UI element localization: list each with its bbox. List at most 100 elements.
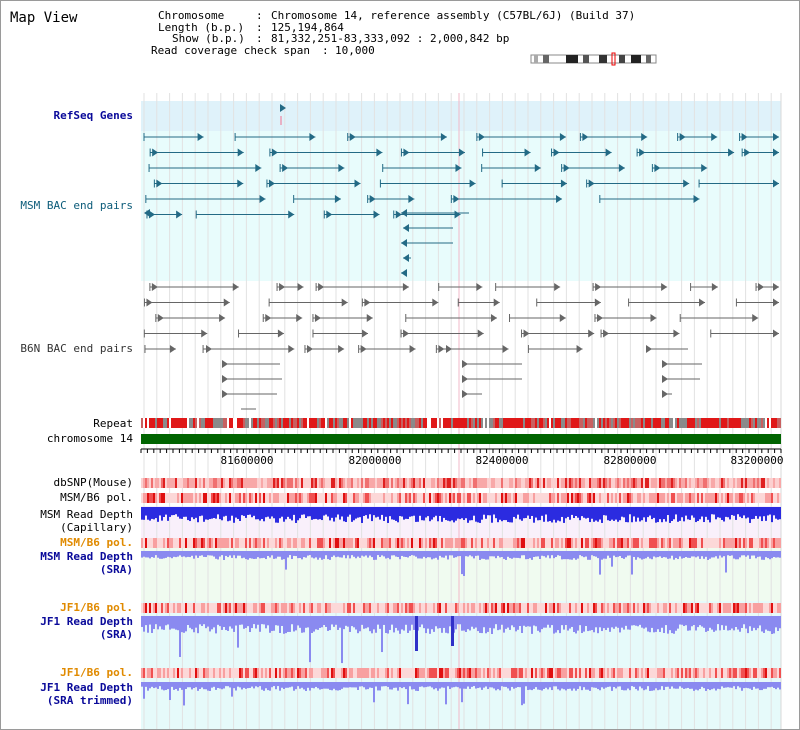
jf1-depth-spike [415, 616, 418, 651]
msm-depth-capillary-bar [307, 507, 309, 517]
msm-b6-pol-strip [319, 493, 321, 503]
msm-b6-pol-strip [735, 538, 737, 548]
jf1-b6-pol-strip [759, 668, 761, 678]
track-label-jf1-b6-pol-2[interactable]: JF1/B6 pol. [60, 666, 133, 679]
msm-depth-capillary-bar [377, 507, 379, 517]
dbsnp-strip [447, 478, 449, 488]
jf1-depth-trimmed-bar [517, 682, 519, 688]
jf1-depth-sra-bar [425, 616, 427, 634]
msm-depth-capillary-bar [749, 507, 751, 523]
msm-bac-pair-arrow [156, 179, 163, 188]
jf1-depth-sra-bar [579, 616, 581, 626]
repeat-segment [483, 418, 485, 428]
ideogram-band [583, 55, 589, 63]
repeat-segment [423, 418, 425, 428]
track-label-jf1-b6-pol-1[interactable]: JF1/B6 pol. [60, 601, 133, 614]
chromosome-value: Chromosome 14, reference assembly (C57BL… [271, 9, 636, 22]
msm-depth-sra-bar [563, 551, 565, 560]
msm-b6-pol-strip [719, 493, 721, 503]
msm-depth-capillary-bar [601, 507, 603, 523]
jf1-depth-sra-bar [161, 616, 163, 630]
jf1-depth-sra-bar [243, 616, 245, 629]
jf1-b6-pol-strip [417, 668, 419, 678]
jf1-b6-pol-strip [401, 668, 403, 678]
dbsnp-strip [515, 478, 517, 488]
msm-b6-pol-strip [715, 493, 717, 503]
jf1-depth-sra-bar [595, 616, 597, 628]
dbsnp-strip [211, 478, 213, 488]
jf1-depth-sra-bar [657, 616, 659, 630]
jf1-b6-pol-strip [639, 603, 641, 613]
repeat-segment [573, 418, 575, 428]
dbsnp-strip [559, 478, 561, 488]
jf1-b6-pol-strip [563, 668, 565, 678]
track-label-msm-depth-sra[interactable]: MSM Read Depth [40, 550, 133, 563]
dbsnp-strip [307, 478, 309, 488]
jf1-depth-trimmed-bar [421, 682, 423, 687]
msm-b6-pol-strip [387, 493, 389, 503]
b6n-bac-pair-arrow [661, 283, 668, 291]
track-label-msm-depth-capillary[interactable]: MSM Read Depth [40, 508, 133, 521]
msm-depth-capillary-bar [505, 507, 507, 521]
msm-b6-pol-strip [263, 493, 265, 503]
msm-depth-capillary-bar [485, 507, 487, 519]
jf1-depth-sra-bar [215, 616, 217, 634]
msm-b6-pol-strip [243, 538, 245, 548]
msm-depth-capillary-bar [391, 507, 393, 520]
track-label-msm-bac[interactable]: MSM BAC end pairs [20, 199, 133, 212]
msm-b6-pol-strip [503, 538, 505, 548]
msm-depth-capillary-bar [241, 507, 243, 516]
track-label-chromosome[interactable]: chromosome 14 [46, 432, 133, 445]
msm-b6-pol-strip [413, 538, 415, 548]
jf1-depth-trimmed-bar [531, 682, 533, 691]
jf1-b6-pol-strip [581, 603, 583, 613]
jf1-b6-pol-strip [337, 668, 339, 678]
jf1-b6-pol-strip [455, 603, 457, 613]
repeat-segment [501, 418, 503, 428]
msm-depth-capillary-bar [321, 507, 323, 521]
track-label-dbsnp[interactable]: dbSNP(Mouse) [53, 476, 133, 489]
track-label-b6n-bac[interactable]: B6N BAC end pairs [20, 342, 133, 355]
jf1-depth-sra-bar [315, 616, 317, 630]
dbsnp-strip [717, 478, 719, 488]
jf1-depth-sra-bar [299, 616, 301, 628]
msm-depth-sra-bar [219, 551, 221, 557]
track-label-refseq[interactable]: RefSeq Genes [53, 109, 133, 122]
jf1-depth-sra-bar [667, 616, 669, 634]
msm-bac-pair-arrow [197, 133, 204, 141]
msm-b6-pol-strip [477, 538, 479, 548]
jf1-b6-pol-strip [585, 668, 587, 678]
msm-depth-sra-bar [259, 551, 261, 559]
msm-depth-capillary-bar [629, 507, 631, 515]
track-label-repeat[interactable]: Repeat [93, 417, 133, 430]
jf1-depth-sra-bar [767, 616, 769, 631]
repeat-segment [667, 418, 669, 428]
repeat-segment [611, 418, 613, 428]
jf1-depth-sra-bar [377, 616, 379, 625]
msm-depth-sra-bar [171, 551, 173, 559]
jf1-depth-trimmed-bar [739, 682, 741, 688]
msm-bac-pair-arrow [478, 133, 485, 141]
msm-depth-sra-bar [725, 551, 727, 573]
jf1-depth-trimmed-bar [557, 682, 559, 690]
jf1-depth-sra-bar [267, 616, 269, 626]
msm-b6-pol-strip [459, 538, 461, 548]
jf1-depth-sra-bar [733, 616, 735, 631]
dbsnp-strip [557, 478, 559, 488]
repeat-segment [753, 418, 755, 428]
track-label-msm-b6-pol-1[interactable]: MSM/B6 pol. [60, 491, 133, 504]
jf1-depth-trimmed-bar [401, 682, 403, 689]
dbsnp-strip [625, 478, 627, 488]
track-label-msm-b6-pol-2[interactable]: MSM/B6 pol. [60, 536, 133, 549]
jf1-depth-sra-bar [261, 616, 263, 625]
jf1-depth-trimmed-bar [629, 682, 631, 691]
msm-depth-capillary-bar [517, 507, 519, 515]
track-label-jf1-depth-trimmed[interactable]: JF1 Read Depth [40, 681, 133, 694]
track-label-jf1-depth-sra[interactable]: JF1 Read Depth [40, 615, 133, 628]
jf1-depth-trimmed-bar [685, 682, 687, 689]
jf1-b6-pol-strip [463, 668, 465, 678]
jf1-b6-pol-strip [155, 603, 157, 613]
jf1-depth-trimmed-bar [347, 682, 349, 688]
